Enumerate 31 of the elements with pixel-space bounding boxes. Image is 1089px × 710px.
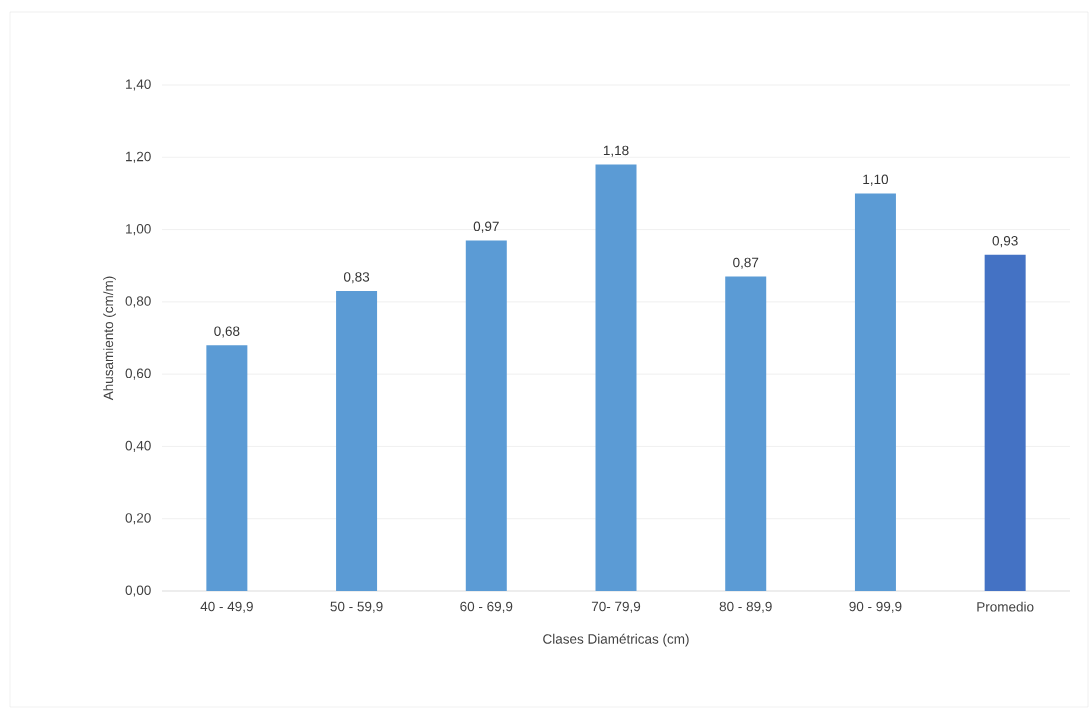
bar bbox=[206, 345, 248, 591]
y-tick-label: 1,40 bbox=[126, 79, 151, 91]
y-tick-label: 0,40 bbox=[125, 440, 151, 453]
bar bbox=[854, 193, 896, 591]
x-tick-label: 80 - 89,9 bbox=[719, 601, 772, 613]
y-tick-label: 1,00 bbox=[126, 223, 151, 236]
x-tick-label: 90 - 99,9 bbox=[849, 601, 902, 613]
y-tick-label: 0,00 bbox=[125, 585, 151, 597]
x-tick-label: 50 - 59,9 bbox=[330, 601, 383, 613]
x-tick-label: 70- 79,9 bbox=[591, 601, 641, 613]
data-label: 1,10 bbox=[863, 174, 889, 186]
y-tick-label: 0,80 bbox=[125, 296, 151, 308]
bar bbox=[336, 291, 378, 591]
y-axis-title: Ahusamiento (cm/m) bbox=[103, 276, 116, 401]
y-tick-label: 1,20 bbox=[126, 151, 151, 163]
bar bbox=[595, 164, 637, 591]
bar bbox=[465, 240, 507, 591]
x-tick-label: Promedio bbox=[977, 601, 1034, 612]
bar bbox=[984, 254, 1026, 591]
x-tick-label: 40 - 49,9 bbox=[200, 601, 253, 613]
y-tick-label: 0,60 bbox=[125, 368, 151, 380]
x-tick-label: 60 - 69,9 bbox=[460, 601, 513, 613]
data-label: 0,68 bbox=[214, 326, 240, 338]
y-tick-label: 0,20 bbox=[125, 513, 151, 525]
data-label: 0,87 bbox=[733, 257, 759, 269]
data-label: 0,97 bbox=[473, 221, 499, 233]
x-axis-title: Clases Diamétricas (cm) bbox=[543, 633, 689, 647]
bar bbox=[725, 276, 767, 591]
data-label: 0,83 bbox=[343, 272, 370, 284]
data-label: 0,93 bbox=[992, 236, 1018, 248]
data-label: 1,18 bbox=[603, 145, 629, 157]
